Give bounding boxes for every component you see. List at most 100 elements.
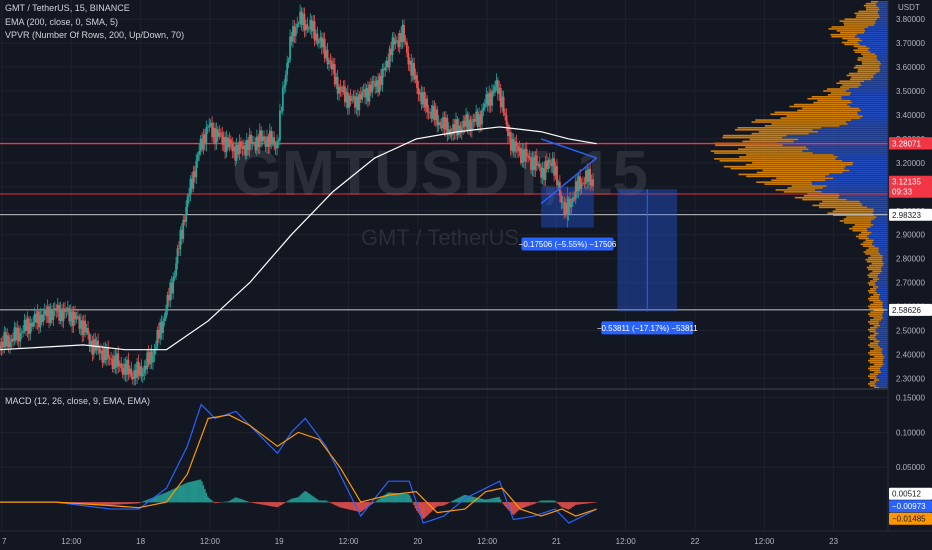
macd-histogram-bar (322, 500, 324, 503)
macd-histogram-bar (560, 502, 563, 507)
macd-histogram-bar (469, 496, 472, 503)
volume-profile-row (869, 350, 882, 352)
macd-histogram-bar (534, 502, 537, 504)
volume-profile-row (865, 30, 888, 32)
candle-body (225, 137, 228, 153)
time-tick-label: 7 (2, 537, 7, 546)
candle-body (264, 140, 267, 147)
volume-profile-row (762, 169, 850, 172)
volume-profile-row (811, 181, 888, 183)
candle-body (154, 347, 157, 350)
volume-profile-row (878, 247, 888, 249)
candle-body (131, 376, 134, 380)
candle-body (452, 124, 455, 135)
volume-profile-row (852, 229, 868, 232)
candle-body (582, 182, 584, 184)
price-axis[interactable] (888, 0, 932, 550)
volume-profile-row (880, 369, 888, 372)
volume-profile-row (877, 326, 888, 329)
volume-profile-row (869, 233, 888, 236)
volume-profile-row (868, 383, 876, 385)
macd-histogram-bar (156, 495, 158, 503)
volume-profile-row (833, 177, 888, 180)
candle-body (387, 60, 390, 68)
macd-histogram-bar (74, 502, 76, 504)
volume-profile-row (842, 37, 860, 40)
volume-profile-row (881, 268, 888, 271)
vpvr-indicator-label[interactable]: VPVR (Number Of Rows, 200, Up/Down, 70) (5, 30, 185, 40)
volume-profile-row (815, 189, 888, 191)
candle-body (437, 122, 440, 126)
macd-histogram-bar (130, 502, 133, 504)
ema-indicator-label[interactable]: EMA (200, close, 0, SMA, 5) (5, 17, 119, 27)
volume-profile-row (791, 185, 827, 187)
macd-histogram-bar (144, 500, 147, 503)
volume-profile-row (870, 51, 888, 53)
volume-profile-row (857, 59, 878, 61)
macd-histogram-bar (229, 500, 232, 503)
macd-histogram-bar (377, 499, 379, 503)
time-tick-label: 12:00 (61, 537, 82, 546)
volume-profile-row (879, 387, 888, 389)
candle-body (390, 48, 392, 56)
macd-histogram-bar (419, 502, 421, 515)
candle-body (339, 86, 342, 90)
macd-histogram-bar (208, 498, 210, 503)
macd-histogram-bar (179, 485, 182, 503)
candle-body (55, 308, 58, 312)
candle-body (475, 111, 478, 122)
candle-body (352, 96, 355, 99)
macd-histogram-bar (296, 497, 298, 503)
candle-body (511, 139, 514, 151)
candle-body (300, 11, 303, 25)
macd-histogram-bar (553, 500, 555, 503)
macd-histogram-bar (192, 481, 195, 503)
triangle-lower-line[interactable] (540, 157, 598, 205)
candle-body (72, 311, 75, 326)
ema200-line[interactable] (0, 126, 597, 351)
volume-profile-row (776, 177, 834, 180)
macd-histogram-bar (240, 499, 242, 503)
volume-profile-row (836, 82, 861, 85)
candle-body (22, 331, 24, 333)
volume-profile-row (876, 381, 888, 383)
candle-body (382, 68, 385, 71)
candle-body (205, 127, 208, 145)
candle-body (365, 88, 368, 98)
candle-body (52, 309, 55, 321)
macd-histogram-bar (120, 502, 122, 505)
candle-body (185, 207, 188, 222)
symbol-title[interactable]: GMT / TetherUS, 15, BINANCE (5, 3, 130, 13)
candle-body (561, 202, 564, 203)
macd-histogram-bar (541, 500, 544, 503)
macd-indicator-label[interactable]: MACD (12, 26, close, 9, EMA, EMA) (5, 396, 151, 406)
volume-profile-row (813, 101, 853, 104)
macd-histogram-bar (486, 499, 489, 503)
measure-label-box (601, 321, 694, 335)
macd-histogram-bar (548, 500, 551, 503)
candle-body (394, 40, 397, 45)
volume-profile-row (864, 28, 888, 30)
triangle-upper-line[interactable] (540, 138, 597, 159)
candle-body (281, 87, 284, 111)
candle-body (533, 157, 535, 171)
candle-body (146, 352, 149, 370)
candle-body (104, 348, 107, 361)
macd-line-macd[interactable] (0, 403, 597, 524)
candle-body (289, 36, 291, 60)
candle-body (315, 33, 317, 41)
macd-histogram-bar (533, 502, 535, 505)
volume-profile-row (739, 156, 838, 158)
candle-body (123, 363, 125, 375)
macd-histogram-bar (97, 502, 99, 505)
time-axis[interactable] (0, 531, 932, 550)
macd-line-signal[interactable] (0, 414, 597, 517)
candle-body (273, 137, 276, 146)
volume-profile-row (839, 125, 888, 127)
candle-body (9, 341, 12, 348)
candle-body (564, 202, 567, 215)
candle-body (97, 340, 100, 349)
volume-profile-row (879, 346, 888, 348)
candle-body (397, 40, 400, 48)
